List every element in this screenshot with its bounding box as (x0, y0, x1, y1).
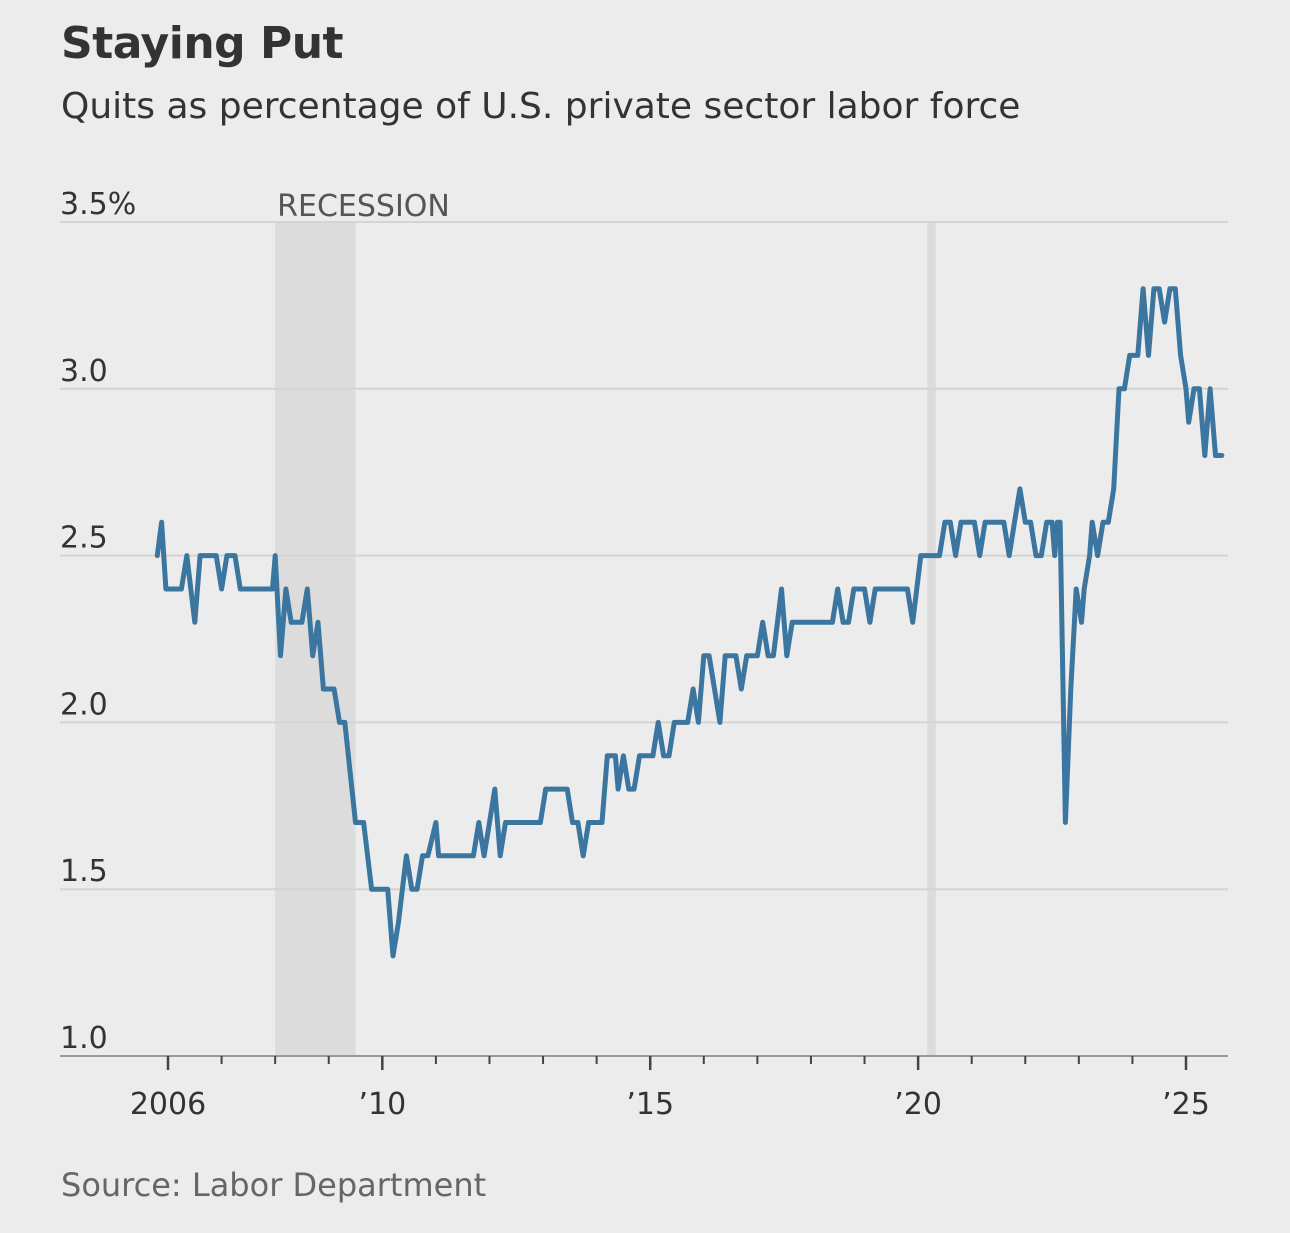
y-tick-label: 1.0 (60, 1021, 108, 1056)
series-line-quits (154, 286, 1225, 959)
y-tick-label: 2.0 (60, 687, 108, 722)
y-tick-label: 3.0 (60, 354, 108, 389)
x-tick-label: ’15 (626, 1087, 674, 1122)
chart-title: Staying Put (61, 18, 344, 69)
chart-source: Source: Labor Department (61, 1166, 487, 1204)
chart-subtitle: Quits as percentage of U.S. private sect… (61, 86, 1021, 127)
y-axis-ticks: 3.5% 3.0 2.5 2.0 1.5 1.0 (60, 187, 136, 1056)
x-tick-label: 2006 (130, 1087, 206, 1122)
x-axis: 2006 ’10 ’15 ’20 ’25 (60, 1055, 1228, 1122)
gridlines (60, 221, 1228, 891)
x-tick-label: ’25 (1162, 1087, 1210, 1122)
x-tick-label: ’10 (358, 1087, 406, 1122)
recession-band-1 (927, 222, 936, 1056)
y-tick-label: 3.5% (60, 187, 136, 222)
annotations: RECESSION (277, 189, 450, 224)
recession-label: RECESSION (277, 189, 450, 224)
y-tick-label: 1.5 (60, 854, 108, 889)
x-tick-label: ’20 (894, 1087, 942, 1122)
recession-bands (275, 222, 936, 1056)
series-layer (154, 286, 1225, 959)
y-tick-label: 2.5 (60, 521, 108, 556)
